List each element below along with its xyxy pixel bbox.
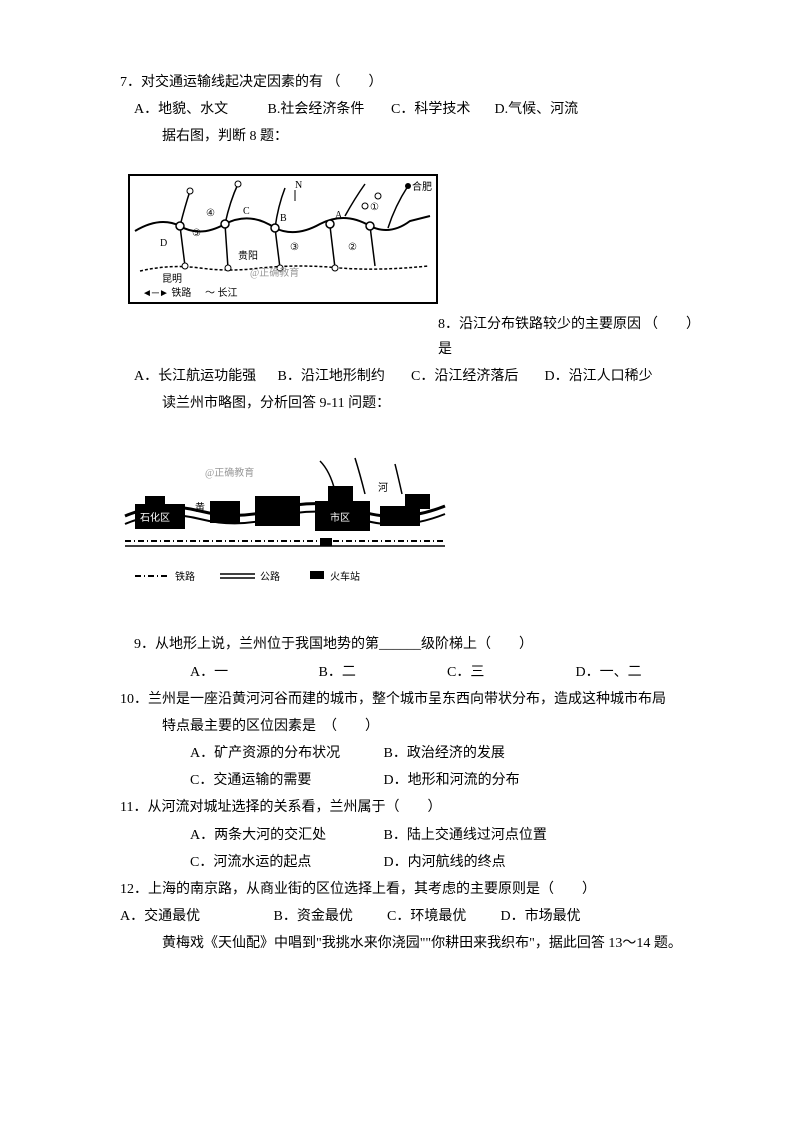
svg-text:A: A	[335, 210, 343, 221]
map2-figure: @正确教育 石化区 黄 市区 河 铁路 公路 火车站	[120, 446, 450, 596]
q10-optC: C．交通运输的需要	[190, 768, 380, 793]
q9-options: A．一 B．二 C．三 D．一、二	[120, 660, 700, 685]
q8-optB: B．沿江地形制约	[278, 364, 408, 389]
q12-options: A．交通最优 B．资金最优 C．环境最优 D．市场最优	[120, 904, 700, 929]
svg-text:～ 长江: ～ 长江	[205, 287, 238, 299]
q7-stem: 7．对交通运输线起决定因素的有 （ ）	[120, 70, 700, 95]
q11-options-cd: C．河流水运的起点 D．内河航线的终点	[120, 850, 700, 875]
q12-optD: D．市场最优	[501, 909, 581, 924]
q8-options: A．长江航运功能强 B．沿江地形制约 C．沿江经济落后 D．沿江人口稀少	[120, 364, 700, 389]
q9-optA: A．一	[190, 660, 315, 685]
q8-paren: （ ）	[644, 312, 700, 362]
map2-shiqu: 市区	[330, 511, 350, 524]
map2-he: 河	[378, 482, 388, 494]
map2-svg: @正确教育 石化区 黄 市区 河 铁路 公路 火车站	[120, 446, 450, 596]
q8-line: 8．沿江分布铁路较少的主要原因是 （ ）	[120, 312, 700, 362]
svg-text:B: B	[280, 213, 287, 224]
q7-optB: B.社会经济条件	[268, 97, 388, 122]
q7-followup: 据右图，判断 8 题：	[120, 124, 700, 149]
q10-optD: D．地形和河流的分布	[384, 773, 520, 788]
map1-container: N 合肥 贵阳 昆明 A B C D ① ② ③ ④ ⑤ @正确教育 ◄─► 铁…	[120, 174, 700, 304]
map1-north: N	[295, 180, 302, 191]
q9-stem: 9．从地形上说，兰州位于我国地势的第______级阶梯上（ ）	[120, 632, 700, 657]
map2-huang: 黄	[195, 501, 205, 514]
q12-optA: A．交通最优	[120, 904, 270, 929]
q8-followup: 读兰州市略图，分析回答 9-11 问题：	[120, 391, 700, 416]
map1-svg: N 合肥 贵阳 昆明 A B C D ① ② ③ ④ ⑤ @正确教育 ◄─► 铁…	[130, 176, 436, 302]
q12-stem: 12．上海的南京路，从商业街的区位选择上看，其考虑的主要原则是（ ）	[120, 877, 700, 902]
map1-hefei: 合肥	[412, 180, 432, 193]
q8-optD: D．沿江人口稀少	[545, 369, 653, 384]
svg-text:②: ②	[348, 242, 357, 253]
map2-legend-rail: 铁路	[175, 570, 195, 583]
q11-options-ab: A．两条大河的交汇处 B．陆上交通线过河点位置	[120, 823, 700, 848]
q10-optB: B．政治经济的发展	[384, 746, 505, 761]
q12-optB: B．资金最优	[274, 904, 384, 929]
q8-stem: 8．沿江分布铁路较少的主要原因是	[438, 312, 644, 362]
q10-options-ab: A．矿产资源的分布状况 B．政治经济的发展	[120, 741, 700, 766]
map2-legend-station: 火车站	[330, 570, 360, 583]
map1-kunming: 昆明	[162, 273, 182, 285]
svg-text:⑤: ⑤	[192, 228, 201, 239]
map2-shihuaqu: 石化区	[140, 511, 170, 524]
q11-optB: B．陆上交通线过河点位置	[384, 828, 547, 843]
svg-text:C: C	[243, 206, 250, 217]
q8-optA: A．长江航运功能强	[134, 364, 274, 389]
q8-optC: C．沿江经济落后	[411, 364, 541, 389]
q9-optB: B．二	[319, 660, 444, 685]
map1-figure: N 合肥 贵阳 昆明 A B C D ① ② ③ ④ ⑤ @正确教育 ◄─► 铁…	[128, 174, 438, 304]
map2-watermark: @正确教育	[205, 466, 254, 479]
svg-text:D: D	[160, 238, 167, 249]
svg-text:①: ①	[370, 202, 379, 213]
q7-optA: A．地貌、水文	[134, 97, 264, 122]
q11-optC: C．河流水运的起点	[190, 850, 380, 875]
map1-watermark: @正确教育	[250, 266, 299, 279]
q11-optA: A．两条大河的交汇处	[190, 823, 380, 848]
map2-legend-road: 公路	[260, 570, 280, 583]
q11-stem: 11．从河流对城址选择的关系看，兰州属于（ ）	[120, 795, 700, 820]
q9-optC: C．三	[447, 660, 572, 685]
svg-text:④: ④	[206, 208, 215, 219]
q7-options: A．地貌、水文 B.社会经济条件 C．科学技术 D.气候、河流	[120, 97, 700, 122]
q10-stem2: 特点最主要的区位因素是 （ ）	[120, 714, 700, 739]
q11-optD: D．内河航线的终点	[384, 855, 506, 870]
q12-followup: 黄梅戏《天仙配》中唱到"我挑水来你浇园""你耕田来我织布"，据此回答 13～14…	[120, 931, 700, 956]
q10-options-cd: C．交通运输的需要 D．地形和河流的分布	[120, 768, 700, 793]
q10-stem1: 10．兰州是一座沿黄河河谷而建的城市，整个城市呈东西向带状分布，造成这种城市布局	[120, 687, 700, 712]
q10-optA: A．矿产资源的分布状况	[190, 741, 380, 766]
q7-optD: D.气候、河流	[495, 102, 579, 117]
q12-optC: C．环境最优	[387, 904, 497, 929]
q9-optD: D．一、二	[576, 665, 642, 680]
svg-text:③: ③	[290, 242, 299, 253]
map1-guiyang: 贵阳	[238, 249, 258, 262]
svg-text:◄─► 铁路: ◄─► 铁路	[142, 286, 191, 299]
map2-container: @正确教育 石化区 黄 市区 河 铁路 公路 火车站	[120, 446, 700, 596]
q7-optC: C．科学技术	[391, 97, 491, 122]
